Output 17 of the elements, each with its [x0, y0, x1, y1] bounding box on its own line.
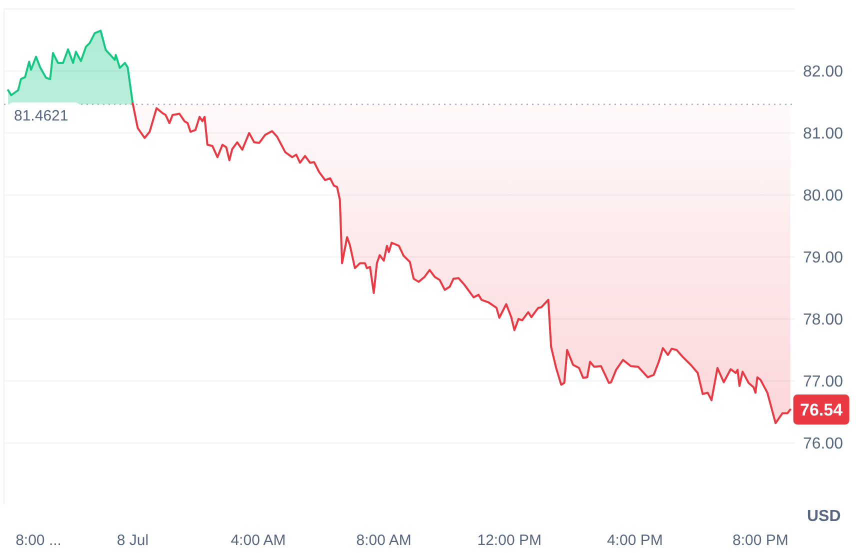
- annotation: 76.54: [800, 400, 844, 420]
- x-tick-label: 4:00 PM: [606, 532, 663, 549]
- y-tick-label: 79.00: [803, 250, 844, 266]
- x-tick-label: 8:00 ...: [16, 532, 62, 549]
- x-tick-label: 12:00 PM: [477, 532, 542, 549]
- y-tick-label: 76.00: [803, 436, 844, 452]
- x-tick-label: 8:00 AM: [356, 532, 412, 549]
- x-tick-label: 4:00 AM: [230, 532, 286, 549]
- y-tick-label: 78.00: [803, 312, 844, 328]
- y-axis-title: USD: [807, 508, 841, 525]
- y-tick-label: 81.00: [803, 126, 844, 142]
- ref-line-label: 81.4621: [14, 107, 68, 124]
- x-tick-label: 8:00 PM: [732, 532, 788, 549]
- y-tick-label: 77.00: [803, 374, 844, 390]
- y-tick-label: 82.00: [803, 64, 844, 80]
- y-tick-label: 80.00: [803, 188, 844, 204]
- x-tick-label: 8 Jul: [116, 532, 149, 549]
